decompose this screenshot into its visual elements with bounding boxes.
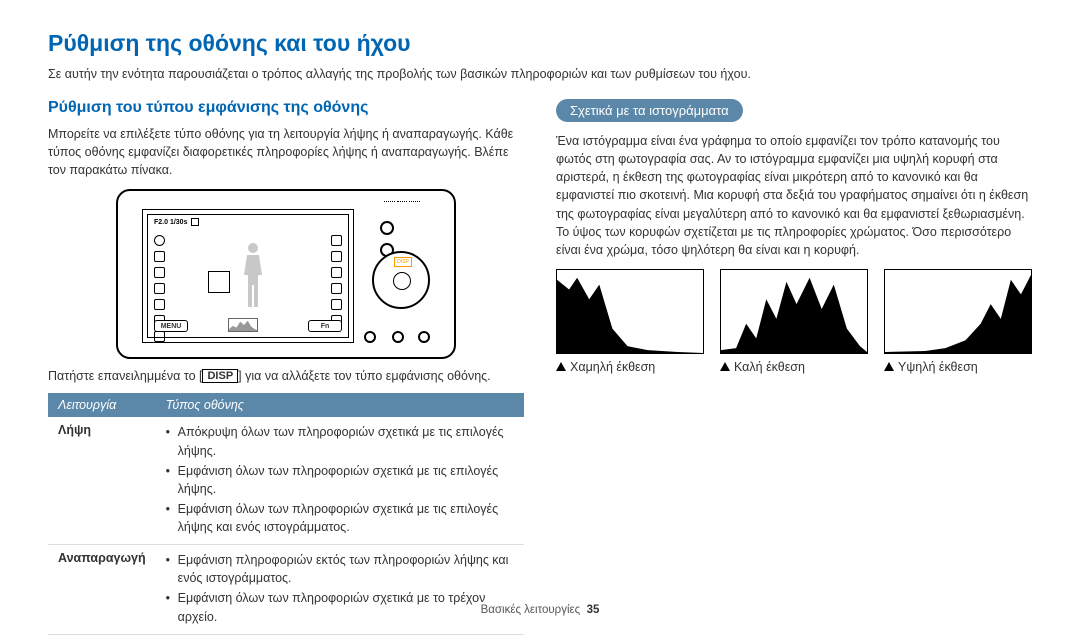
exposure-text: F2.0 1/30s: [154, 219, 187, 226]
status-icon: [154, 299, 165, 310]
status-icon: [154, 251, 165, 262]
disp-key-label: DISP: [202, 369, 238, 383]
disp-key-highlight: DISP: [394, 257, 412, 267]
histogram-label: Χαμηλή έκθεση: [556, 360, 704, 374]
status-icon: [154, 283, 165, 294]
histogram-over: Υψηλή έκθεση: [884, 269, 1032, 374]
histogram-box: [720, 269, 868, 354]
camera-button: [392, 331, 404, 343]
histogram-label: Καλή έκθεση: [720, 360, 868, 374]
focus-box: [208, 271, 230, 293]
page-number: 35: [587, 604, 600, 616]
list-item: Εμφάνιση όλων των πληροφοριών σχετικά με…: [166, 462, 514, 498]
table-header-mode: Λειτουργία: [48, 393, 156, 417]
fn-button-label: Fn: [308, 320, 342, 332]
screen-right-icons: [331, 235, 342, 326]
mini-icon: [191, 218, 199, 226]
histogram-shape: [885, 275, 1031, 353]
histogram-box: [556, 269, 704, 354]
camera-button: [380, 221, 394, 235]
status-icon: [331, 251, 342, 262]
histogram-shape: [721, 278, 867, 353]
status-icon: [331, 235, 342, 246]
camera-screen-inner: F2.0 1/30s: [147, 214, 349, 338]
camera-back-illustration: F2.0 1/30s: [116, 189, 456, 359]
triangle-up-icon: [720, 362, 730, 371]
histogram-row: Χαμηλή έκθεση Καλή έκθεση Υψηλή έκθεση: [556, 269, 1032, 374]
camera-button: [418, 331, 430, 343]
dpad-wheel: DISP: [372, 251, 430, 309]
status-icon: [154, 331, 165, 342]
left-body: Μπορείτε να επιλέξετε τύπο οθόνης για τη…: [48, 125, 524, 179]
table-header-type: Τύπος οθόνης: [156, 393, 524, 417]
press-pre: Πατήστε επανειλημμένα το [: [48, 369, 202, 383]
table-row: Λήψη Απόκρυψη όλων των πληροφοριών σχετι…: [48, 417, 524, 544]
two-column-layout: Ρύθμιση του τύπου εμφάνισης της οθόνης Μ…: [48, 99, 1032, 635]
label-text: Χαμηλή έκθεση: [570, 360, 655, 374]
histogram-pill-heading: Σχετικά με τα ιστογράμματα: [556, 99, 743, 122]
histogram-under: Χαμηλή έκθεση: [556, 269, 704, 374]
person-silhouette-icon: [240, 243, 266, 307]
speaker-grille: [384, 201, 420, 209]
type-cell: Εμφάνιση πληροφοριών εκτός των πληροφορι…: [156, 545, 524, 635]
footer: Βασικές λειτουργίες 35: [0, 604, 1080, 616]
mode-cell: Λήψη: [48, 417, 156, 544]
status-icon: [154, 267, 165, 278]
histogram-body: Ένα ιστόγραμμα είναι ένα γράφημα το οποί…: [556, 132, 1032, 259]
triangle-up-icon: [884, 362, 894, 371]
triangle-up-icon: [556, 362, 566, 371]
type-cell: Απόκρυψη όλων των πληροφοριών σχετικά με…: [156, 417, 524, 544]
status-icon: [331, 299, 342, 310]
camera-illustration-wrap: F2.0 1/30s: [48, 189, 524, 359]
left-heading: Ρύθμιση του τύπου εμφάνισης της οθόνης: [48, 99, 524, 117]
press-post: ] για να αλλάξετε τον τύπο εμφάνισης οθό…: [238, 369, 490, 383]
footer-label: Βασικές λειτουργίες: [481, 604, 581, 616]
list-item: Εμφάνιση όλων των πληροφοριών σχετικά με…: [166, 500, 514, 536]
status-icon: [331, 283, 342, 294]
histogram-shape: [557, 278, 703, 353]
table-row: Αναπαραγωγή Εμφάνιση πληροφοριών εκτός τ…: [48, 545, 524, 635]
label-text: Καλή έκθεση: [734, 360, 805, 374]
mode-icon: [154, 235, 165, 246]
histogram-box: [884, 269, 1032, 354]
left-column: Ρύθμιση του τύπου εμφάνισης της οθόνης Μ…: [48, 99, 524, 635]
display-type-table: Λειτουργία Τύπος οθόνης Λήψη Απόκρυψη όλ…: [48, 393, 524, 634]
mode-cell: Αναπαραγωγή: [48, 545, 156, 635]
status-icon: [331, 267, 342, 278]
screen-top-info: F2.0 1/30s: [154, 218, 199, 226]
histogram-label: Υψηλή έκθεση: [884, 360, 1032, 374]
mini-histogram: [228, 318, 258, 332]
right-column: Σχετικά με τα ιστογράμματα Ένα ιστόγραμμ…: [556, 99, 1032, 635]
page-title: Ρύθμιση της οθόνης και του ήχου: [48, 30, 1032, 57]
intro-text: Σε αυτήν την ενότητα παρουσιάζεται ο τρό…: [48, 67, 1032, 81]
menu-button-label: MENU: [154, 320, 188, 332]
camera-button: [364, 331, 376, 343]
list-item: Απόκρυψη όλων των πληροφοριών σχετικά με…: [166, 423, 514, 459]
list-item: Εμφάνιση πληροφοριών εκτός των πληροφορι…: [166, 551, 514, 587]
camera-screen: F2.0 1/30s: [142, 209, 354, 343]
label-text: Υψηλή έκθεση: [898, 360, 978, 374]
press-disp-text: Πατήστε επανειλημμένα το [DISP] για να α…: [48, 369, 524, 383]
histogram-good: Καλή έκθεση: [720, 269, 868, 374]
